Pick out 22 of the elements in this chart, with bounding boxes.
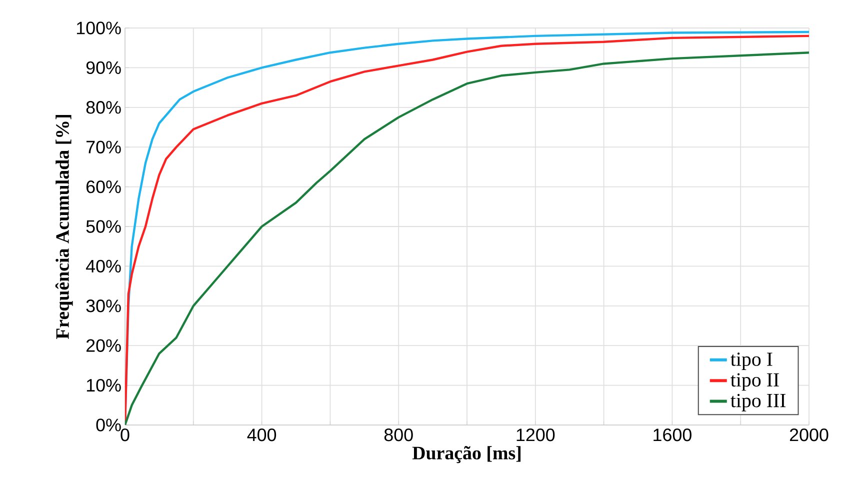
legend-label: tipo III bbox=[730, 394, 786, 412]
x-tick-label: 0 bbox=[120, 428, 130, 442]
y-tick-label: 40% bbox=[86, 260, 121, 273]
x-tick-label: 2000 bbox=[790, 428, 828, 442]
legend-label: tipo II bbox=[730, 373, 779, 391]
y-tick-label: 30% bbox=[86, 300, 121, 312]
y-tick-label: 0% bbox=[96, 418, 121, 432]
y-tick-label: 100% bbox=[76, 22, 121, 34]
x-tick-label: 800 bbox=[384, 428, 413, 442]
x-axis-title: Duração [ms] bbox=[412, 446, 520, 464]
y-tick-label: 10% bbox=[86, 378, 121, 392]
y-axis-title: Frequência Acumulada [%] bbox=[55, 115, 73, 340]
legend-label: tipo I bbox=[730, 352, 772, 370]
y-tick-label: 80% bbox=[86, 101, 121, 114]
y-tick-label: 60% bbox=[86, 180, 121, 194]
x-tick-label: 1200 bbox=[516, 428, 555, 442]
y-tick-label: 50% bbox=[86, 220, 121, 233]
y-tick-label: 20% bbox=[86, 339, 121, 352]
x-tick-label: 1600 bbox=[654, 428, 692, 442]
y-tick-label: 90% bbox=[86, 61, 121, 74]
x-tick-label: 400 bbox=[247, 428, 276, 442]
y-tick-label: 70% bbox=[86, 140, 121, 154]
